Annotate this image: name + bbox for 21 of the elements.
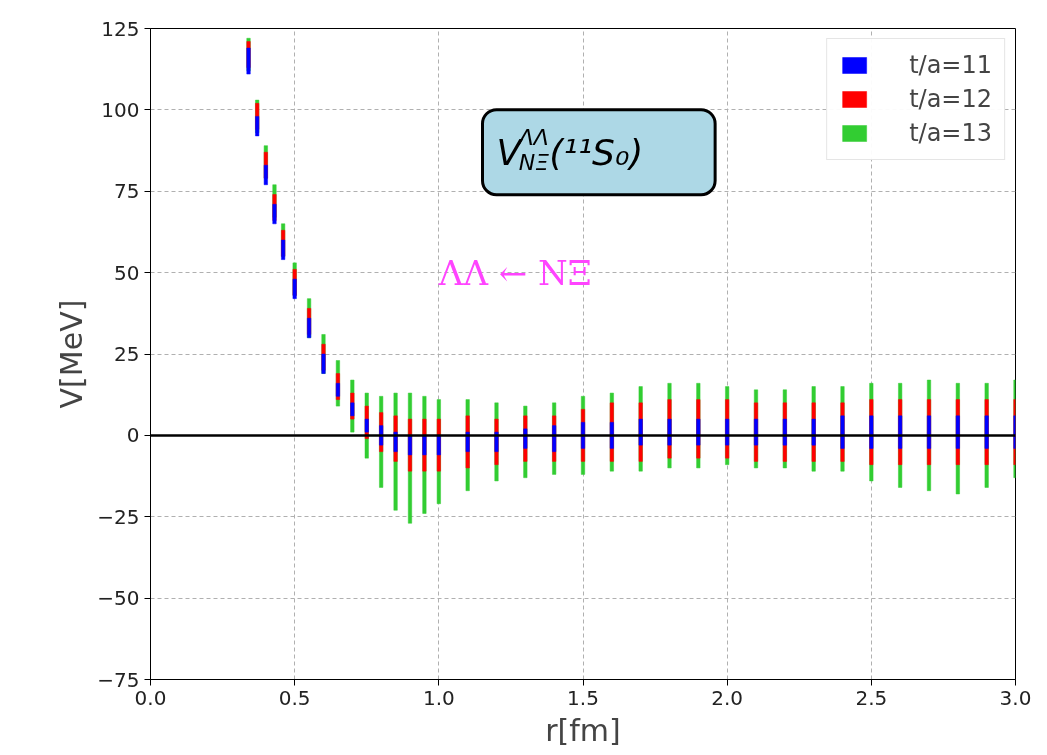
legend-label: t/a=12: [909, 85, 992, 113]
y-tick-label: −75: [97, 667, 140, 692]
y-tick-label: 0: [126, 423, 140, 448]
x-tick-label: 1.5: [567, 685, 599, 710]
y-tick-label: 50: [114, 260, 140, 285]
x-tick-label: 2.0: [711, 685, 744, 710]
legend-label: t/a=11: [909, 51, 992, 79]
x-tick-label: 2.5: [855, 685, 888, 710]
x-tick-label: 1.0: [422, 685, 455, 710]
y-tick-label: −25: [97, 504, 140, 529]
x-tick-label: 0.5: [278, 685, 311, 710]
legend-label: t/a=13: [909, 119, 992, 147]
y-tick-label: 75: [114, 179, 140, 204]
y-tick-label: −50: [97, 586, 140, 611]
y-axis-title: V[MeV]: [54, 299, 90, 409]
annotation: ΛΛ ← NΞ: [437, 252, 592, 293]
y-tick-label: 100: [101, 97, 140, 122]
x-tick-label: 3.0: [999, 685, 1032, 710]
y-tick-label: 125: [101, 16, 140, 41]
x-axis-title: r[fm]: [545, 712, 621, 748]
y-tick-label: 25: [114, 342, 140, 366]
